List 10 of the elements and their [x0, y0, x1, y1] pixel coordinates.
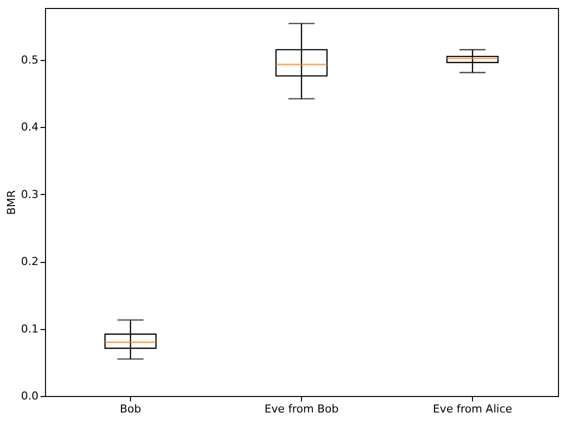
y-tick-label: 0.4	[21, 120, 38, 134]
y-axis-title: BMR	[5, 190, 18, 215]
y-tick-label: 0.3	[21, 188, 38, 201]
y-tick-label: 0.5	[21, 53, 38, 66]
y-tick-label: 0.2	[21, 255, 38, 268]
y-tick-label: 0.0	[21, 390, 38, 402]
x-tick-label: Bob	[120, 402, 142, 416]
y-tick-label: 0.1	[21, 322, 38, 336]
x-tick-label: Eve from Alice	[432, 402, 512, 416]
x-tick-label: Eve from Bob	[264, 402, 339, 416]
